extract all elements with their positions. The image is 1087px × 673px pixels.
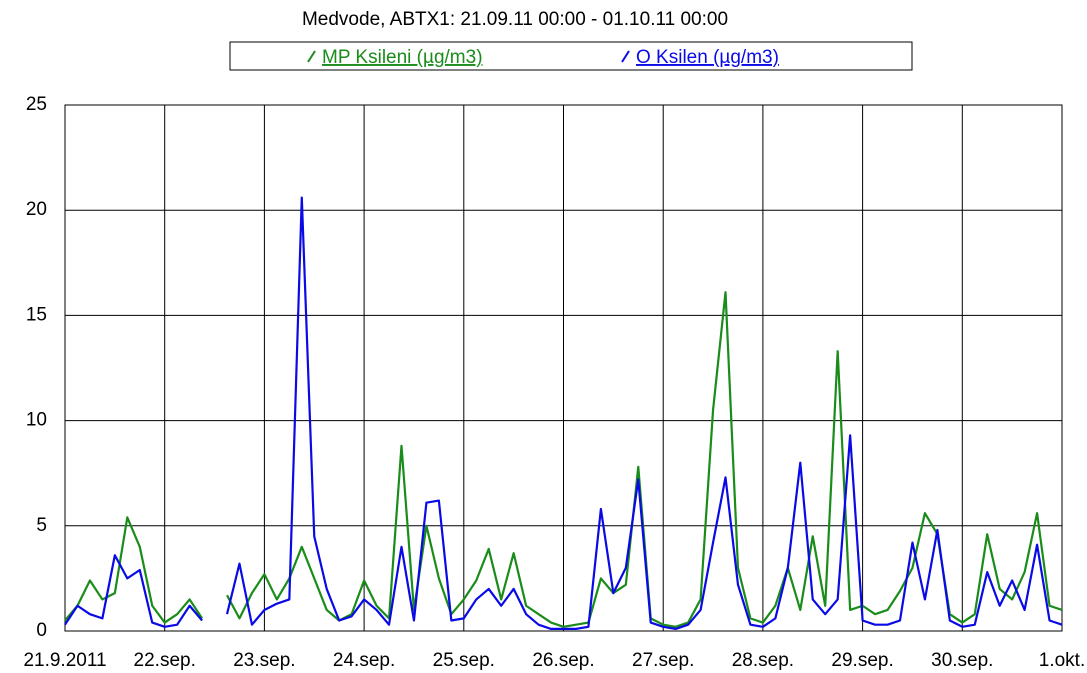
y-tick-label: 20 [26, 199, 47, 220]
chart-title: Medvode, ABTX1: 21.09.11 00:00 - 01.10.1… [302, 9, 728, 30]
y-tick-label: 25 [26, 94, 47, 115]
x-tick-label: 27.sep. [632, 650, 694, 671]
y-tick-label: 10 [26, 410, 47, 431]
x-tick-label: 28.sep. [732, 650, 794, 671]
legend-box [229, 41, 913, 71]
y-tick-label: 0 [36, 620, 47, 641]
x-tick-label: 22.sep. [134, 650, 196, 671]
data-line [64, 196, 1063, 630]
x-tick-label: 29.sep. [831, 650, 893, 671]
x-tick-label: 30.sep. [931, 650, 993, 671]
x-tick-label: 24.sep. [333, 650, 395, 671]
x-tick-label: 23.sep. [233, 650, 295, 671]
legend-swatch [307, 50, 316, 63]
x-tick-label: 26.sep. [532, 650, 594, 671]
y-tick-label: 5 [36, 515, 47, 536]
y-tick-label: 15 [26, 304, 47, 325]
legend-label: MP Ksileni (µg/m3) [322, 47, 483, 68]
legend-swatch [621, 50, 630, 63]
legend-label: O Ksilen (µg/m3) [636, 47, 779, 68]
x-tick-label: 25.sep. [433, 650, 495, 671]
x-tick-label: 21.9.2011 [23, 650, 106, 671]
x-tick-label: 1.okt. [1039, 650, 1085, 671]
